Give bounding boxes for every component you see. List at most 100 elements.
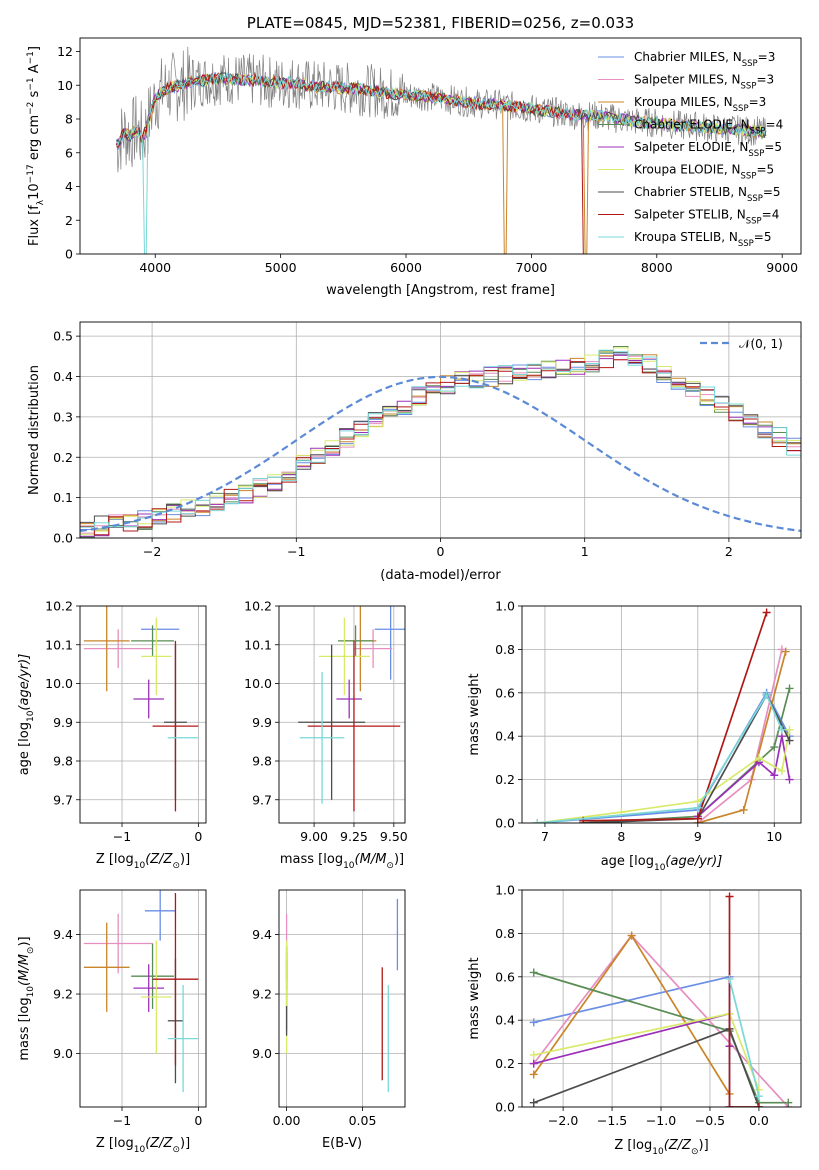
weight-vs-Z-frame bbox=[521, 889, 802, 1108]
weight-marker bbox=[754, 1092, 763, 1101]
y-tick-label: 9.2 bbox=[252, 987, 272, 1002]
y-axis-label: Normed distribution bbox=[27, 365, 42, 495]
legend-sub: SSP bbox=[738, 239, 754, 249]
y-tick-label: 9.7 bbox=[53, 792, 73, 807]
weight-marker bbox=[529, 1050, 538, 1059]
x-axis-label: Z [log10(Z/Z⊙)] bbox=[614, 1138, 708, 1157]
label-part: age [log bbox=[601, 854, 654, 869]
y-tick-label: 9.2 bbox=[53, 987, 73, 1002]
mass-vs-EBV-axes: 0.00 0.05 9.0 9.2 9.4 bbox=[252, 890, 405, 1128]
legend-label: 𝒩(0, 1) bbox=[739, 337, 783, 351]
weight-marker bbox=[762, 690, 771, 699]
weight-marker bbox=[693, 814, 702, 823]
x-tick-label: −1.5 bbox=[597, 1113, 627, 1128]
histogram-step bbox=[80, 349, 801, 538]
legend-sub: SSP bbox=[742, 59, 758, 69]
legend-label: Kroupa MILES, NSSP=3 bbox=[634, 95, 766, 114]
x-axis-label: Z [log10(Z/Z⊙)] bbox=[96, 1136, 190, 1155]
weight-marker bbox=[739, 805, 748, 814]
legend-label: Salpeter STELIB, NSSP=4 bbox=[634, 208, 779, 227]
label-part: ⊙ bbox=[172, 861, 180, 871]
label-part: ⊙ bbox=[26, 947, 36, 955]
weight-line bbox=[533, 1012, 760, 1090]
weight-marker bbox=[754, 1103, 763, 1107]
label-part: )] bbox=[180, 1136, 190, 1151]
y-tick-label: 9.8 bbox=[252, 754, 272, 769]
label-part: 10 bbox=[134, 861, 146, 871]
y-tick-label: 0.2 bbox=[495, 1056, 515, 1071]
y-tick-label: 0.2 bbox=[53, 450, 73, 465]
weight-line bbox=[728, 978, 760, 1097]
weight-line bbox=[533, 1027, 760, 1107]
weight-marker bbox=[754, 753, 763, 762]
x-tick-label: 9.00 bbox=[300, 829, 328, 844]
label-part: erg cm bbox=[27, 115, 42, 164]
y-tick-label: 9.0 bbox=[252, 1046, 272, 1061]
y-tick-label: 4 bbox=[65, 179, 73, 194]
weight-marker bbox=[785, 736, 794, 745]
y-tick-label: 8 bbox=[65, 112, 73, 127]
weight-marker bbox=[529, 1098, 538, 1107]
weight-marker bbox=[784, 1098, 793, 1107]
y-tick-label: 1.0 bbox=[495, 599, 515, 614]
legend-sub: SSP bbox=[746, 217, 762, 227]
label-part: −1 bbox=[26, 51, 36, 64]
legend-name: Kroupa ELODIE, N bbox=[634, 163, 741, 177]
label-part: 10 bbox=[26, 710, 36, 722]
label-part: (Z/Z bbox=[145, 1136, 173, 1151]
label-part: mass [log bbox=[280, 852, 343, 867]
y-tick-label: 9.4 bbox=[252, 927, 272, 942]
label-part: 10 bbox=[343, 861, 355, 871]
weight-marker bbox=[762, 608, 771, 617]
label-part: Flux [f bbox=[27, 205, 42, 246]
mass-vs-Z-axes: −1 0 9.0 9.2 9.4 bbox=[53, 890, 206, 1128]
legend-sub: SSP bbox=[750, 127, 766, 137]
legend-name: Salpeter ELODIE, N bbox=[634, 140, 748, 154]
y-tick-label: 0.3 bbox=[53, 409, 73, 424]
y-tick-label: 0.0 bbox=[495, 816, 515, 831]
x-tick-label: 9.50 bbox=[380, 829, 408, 844]
x-tick-label: −1 bbox=[113, 1113, 131, 1128]
y-tick-label: 9.9 bbox=[53, 715, 73, 730]
weight-marker bbox=[785, 775, 794, 784]
legend-n: =3 bbox=[749, 95, 767, 109]
weight-marker bbox=[725, 974, 734, 983]
y-axis-label: mass [log10(M/M⊙)] bbox=[17, 936, 36, 1060]
x-axis-label: Z [log10(Z/Z⊙)] bbox=[96, 852, 190, 871]
y-axis-label: mass weight bbox=[467, 673, 482, 755]
y-tick-label: 0.6 bbox=[495, 685, 515, 700]
y-tick-label: 9.0 bbox=[53, 1046, 73, 1061]
y-tick-label: 0.4 bbox=[495, 729, 515, 744]
weight-line bbox=[537, 729, 791, 823]
legend-n: =3 bbox=[758, 50, 776, 64]
legend-n: =5 bbox=[756, 163, 774, 177]
y-tick-label: 0.6 bbox=[495, 969, 515, 984]
label-part: (M/M bbox=[17, 954, 32, 986]
x-tick-label: −1 bbox=[113, 829, 131, 844]
y-tick-label: 9.4 bbox=[53, 927, 73, 942]
y-tick-label: 0.5 bbox=[53, 329, 73, 344]
label-part: −2 bbox=[26, 102, 36, 115]
age-vs-mass-axes: 9.00 9.25 9.50 9.7 9.8 9.9 10.0 10.1 10.2 bbox=[244, 599, 408, 845]
legend-label: Chabrier MILES, NSSP=3 bbox=[634, 50, 775, 69]
legend-n: =5 bbox=[764, 140, 782, 154]
label-part: (Z/Z bbox=[664, 1138, 692, 1153]
weight-line bbox=[583, 693, 791, 823]
x-tick-label: −1 bbox=[287, 544, 305, 559]
label-part: (Z/Z bbox=[145, 852, 173, 867]
weight-marker bbox=[725, 892, 734, 901]
label-part: )] bbox=[180, 852, 190, 867]
label-part: λ bbox=[36, 199, 46, 205]
legend-name: Salpeter MILES, N bbox=[634, 73, 741, 87]
label-part: Z [log bbox=[96, 852, 134, 867]
weight-line bbox=[537, 691, 791, 823]
y-axis-label: mass weight bbox=[467, 957, 482, 1039]
spectrum-plot bbox=[115, 46, 767, 254]
legend-sub: SSP bbox=[747, 194, 763, 204]
x-tick-label: 0 bbox=[437, 544, 445, 559]
weight-marker bbox=[770, 743, 779, 752]
weight-marker bbox=[770, 771, 779, 780]
legend-label: Salpeter MILES, NSSP=3 bbox=[634, 73, 774, 92]
y-tick-label: 1.0 bbox=[495, 883, 515, 898]
label-part: mass [log bbox=[17, 997, 32, 1060]
